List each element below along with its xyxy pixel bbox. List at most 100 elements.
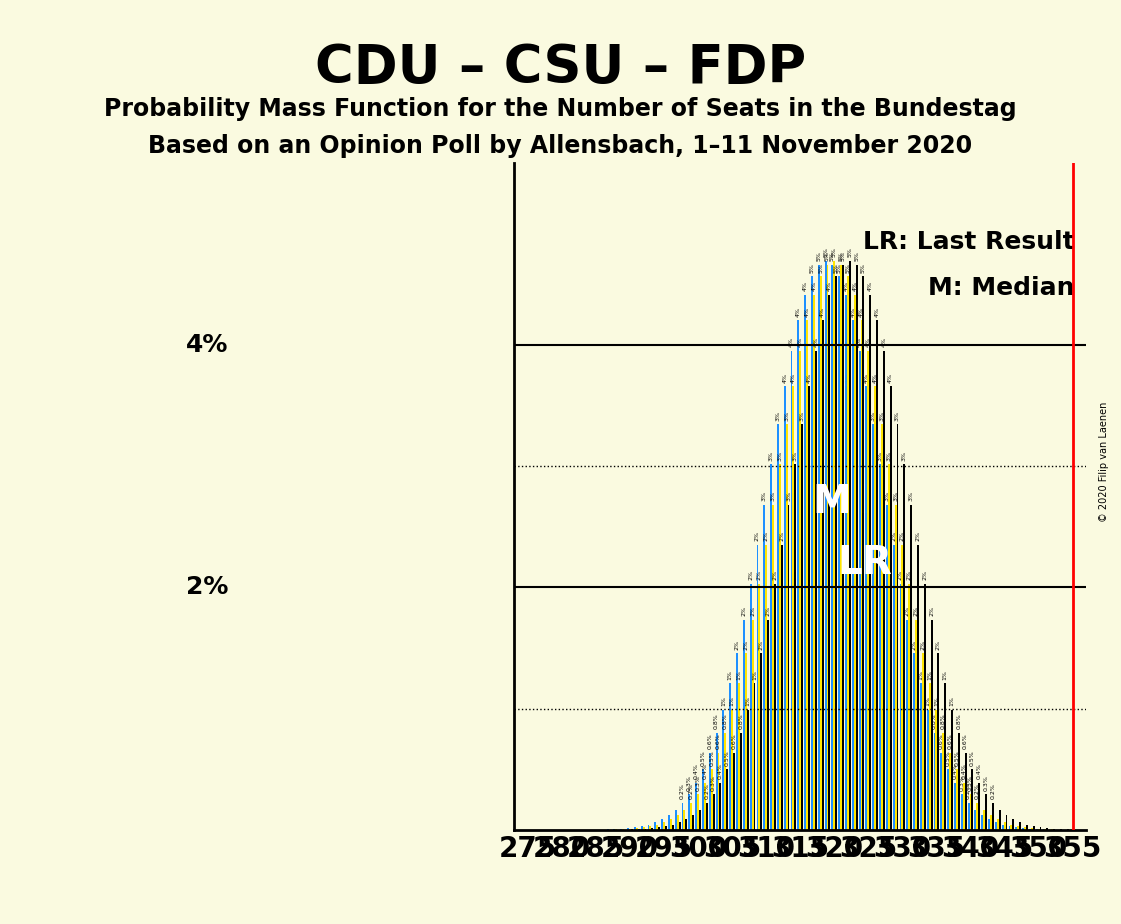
Bar <box>981 815 983 830</box>
Bar <box>724 733 726 830</box>
Bar <box>651 828 654 830</box>
Bar <box>629 829 631 830</box>
Text: 2%: 2% <box>734 639 740 650</box>
Bar <box>936 710 937 830</box>
Bar <box>976 803 979 830</box>
Bar <box>668 815 670 830</box>
Text: Based on an Opinion Poll by Allensbach, 1–11 November 2020: Based on an Opinion Poll by Allensbach, … <box>148 134 973 158</box>
Text: 0.4%: 0.4% <box>717 763 723 780</box>
Bar <box>802 424 803 830</box>
Text: 0.6%: 0.6% <box>939 734 944 749</box>
Text: 4%: 4% <box>852 282 858 291</box>
Bar <box>888 465 890 830</box>
Text: 3%: 3% <box>871 411 876 420</box>
Text: 2%: 2% <box>900 531 905 541</box>
Text: 0.5%: 0.5% <box>954 750 960 766</box>
Text: 0.3%: 0.3% <box>969 774 973 791</box>
Bar <box>665 826 667 830</box>
Text: 0.2%: 0.2% <box>966 784 971 799</box>
Bar <box>937 653 939 830</box>
Bar <box>825 261 826 830</box>
Bar <box>1012 820 1015 830</box>
Bar <box>928 684 930 830</box>
Bar <box>956 770 957 830</box>
Bar <box>700 810 701 830</box>
Text: 5%: 5% <box>818 262 823 273</box>
Text: 4%: 4% <box>864 372 869 383</box>
Bar <box>1054 829 1055 830</box>
Text: 4%: 4% <box>881 337 887 347</box>
Text: 0.8%: 0.8% <box>714 713 719 729</box>
Bar <box>720 784 722 830</box>
Text: 0.8%: 0.8% <box>956 713 962 729</box>
Bar <box>883 351 884 830</box>
Text: 0.2%: 0.2% <box>704 784 710 799</box>
Bar <box>677 815 678 830</box>
Text: 3%: 3% <box>776 411 780 420</box>
Text: 2%: 2% <box>916 531 920 541</box>
Text: 1%: 1% <box>752 670 757 680</box>
Text: CDU – CSU – FDP: CDU – CSU – FDP <box>315 42 806 93</box>
Text: 4%: 4% <box>821 307 825 317</box>
Bar <box>957 733 960 830</box>
Text: 2%: 2% <box>766 606 770 616</box>
Bar <box>1017 826 1019 830</box>
Bar <box>733 753 735 830</box>
Bar <box>818 264 819 830</box>
Text: 1%: 1% <box>721 697 726 706</box>
Text: 0.8%: 0.8% <box>932 713 937 729</box>
Text: 4%: 4% <box>868 282 873 291</box>
Bar <box>711 770 713 830</box>
Text: 2%: 2% <box>891 531 896 541</box>
Bar <box>914 653 915 830</box>
Text: 0.3%: 0.3% <box>695 774 701 791</box>
Bar <box>852 321 854 830</box>
Bar <box>839 276 840 830</box>
Text: 4%: 4% <box>865 337 871 347</box>
Text: 4%: 4% <box>803 282 807 291</box>
Text: 2%: 2% <box>741 606 747 616</box>
Bar <box>740 733 742 830</box>
Text: 3%: 3% <box>901 451 907 461</box>
Bar <box>910 505 912 830</box>
Text: 2%: 2% <box>936 639 941 650</box>
Text: 2%: 2% <box>923 570 927 580</box>
Text: 0.6%: 0.6% <box>963 734 969 749</box>
Bar <box>826 264 828 830</box>
Bar <box>678 822 680 830</box>
Text: 2%: 2% <box>914 606 918 616</box>
Text: 4%: 4% <box>812 282 816 291</box>
Text: 1%: 1% <box>943 670 947 680</box>
Bar <box>767 620 769 830</box>
Bar <box>1038 829 1039 830</box>
Text: 5%: 5% <box>823 247 828 257</box>
Text: 4%: 4% <box>859 307 864 317</box>
Text: 3%: 3% <box>786 492 791 502</box>
Bar <box>633 827 636 830</box>
Bar <box>695 784 697 830</box>
Bar <box>736 653 738 830</box>
Bar <box>828 295 831 830</box>
Bar <box>810 276 813 830</box>
Bar <box>895 505 897 830</box>
Bar <box>656 824 658 830</box>
Bar <box>1032 826 1035 830</box>
Text: 4%: 4% <box>843 282 849 291</box>
Text: 4%: 4% <box>872 372 878 383</box>
Text: 0.8%: 0.8% <box>723 713 728 729</box>
Bar <box>865 386 868 830</box>
Bar <box>815 351 817 830</box>
Bar <box>943 733 944 830</box>
Text: 4%: 4% <box>806 372 812 383</box>
Text: 0.2%: 0.2% <box>688 784 694 799</box>
Bar <box>636 828 638 830</box>
Text: 0.4%: 0.4% <box>694 763 698 780</box>
Text: M: Median: M: Median <box>928 276 1075 300</box>
Bar <box>797 321 799 830</box>
Text: 2%: 2% <box>779 531 785 541</box>
Bar <box>901 545 904 830</box>
Text: 3%: 3% <box>784 411 789 420</box>
Bar <box>924 584 926 830</box>
Bar <box>738 684 740 830</box>
Text: 3%: 3% <box>880 411 884 420</box>
